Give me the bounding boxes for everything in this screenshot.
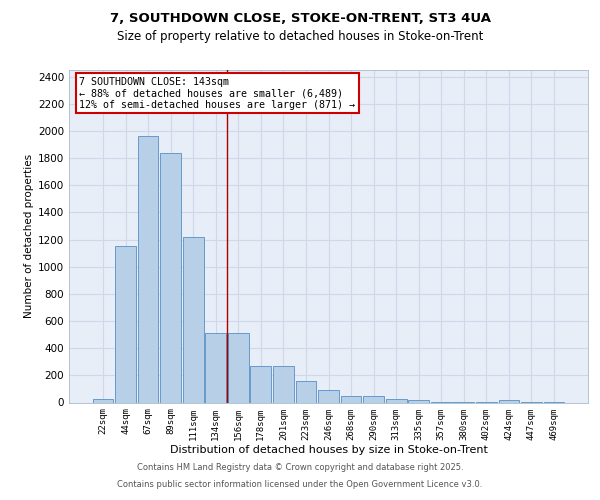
Bar <box>296 382 316 402</box>
Bar <box>183 237 203 402</box>
Bar <box>250 366 271 403</box>
Text: Contains public sector information licensed under the Open Government Licence v3: Contains public sector information licen… <box>118 480 482 489</box>
Text: Contains HM Land Registry data © Crown copyright and database right 2025.: Contains HM Land Registry data © Crown c… <box>137 464 463 472</box>
Bar <box>205 334 226 402</box>
Bar <box>318 390 339 402</box>
Y-axis label: Number of detached properties: Number of detached properties <box>24 154 34 318</box>
Bar <box>386 398 407 402</box>
X-axis label: Distribution of detached houses by size in Stoke-on-Trent: Distribution of detached houses by size … <box>170 445 487 455</box>
Bar <box>363 396 384 402</box>
Bar <box>92 399 113 402</box>
Bar <box>228 334 248 402</box>
Text: 7, SOUTHDOWN CLOSE, STOKE-ON-TRENT, ST3 4UA: 7, SOUTHDOWN CLOSE, STOKE-ON-TRENT, ST3 … <box>110 12 491 26</box>
Text: 7 SOUTHDOWN CLOSE: 143sqm
← 88% of detached houses are smaller (6,489)
12% of se: 7 SOUTHDOWN CLOSE: 143sqm ← 88% of detac… <box>79 76 355 110</box>
Bar <box>409 400 429 402</box>
Bar <box>273 366 294 403</box>
Bar <box>115 246 136 402</box>
Bar <box>137 136 158 402</box>
Bar <box>341 396 361 402</box>
Bar <box>160 153 181 402</box>
Bar <box>499 400 520 402</box>
Text: Size of property relative to detached houses in Stoke-on-Trent: Size of property relative to detached ho… <box>117 30 483 43</box>
